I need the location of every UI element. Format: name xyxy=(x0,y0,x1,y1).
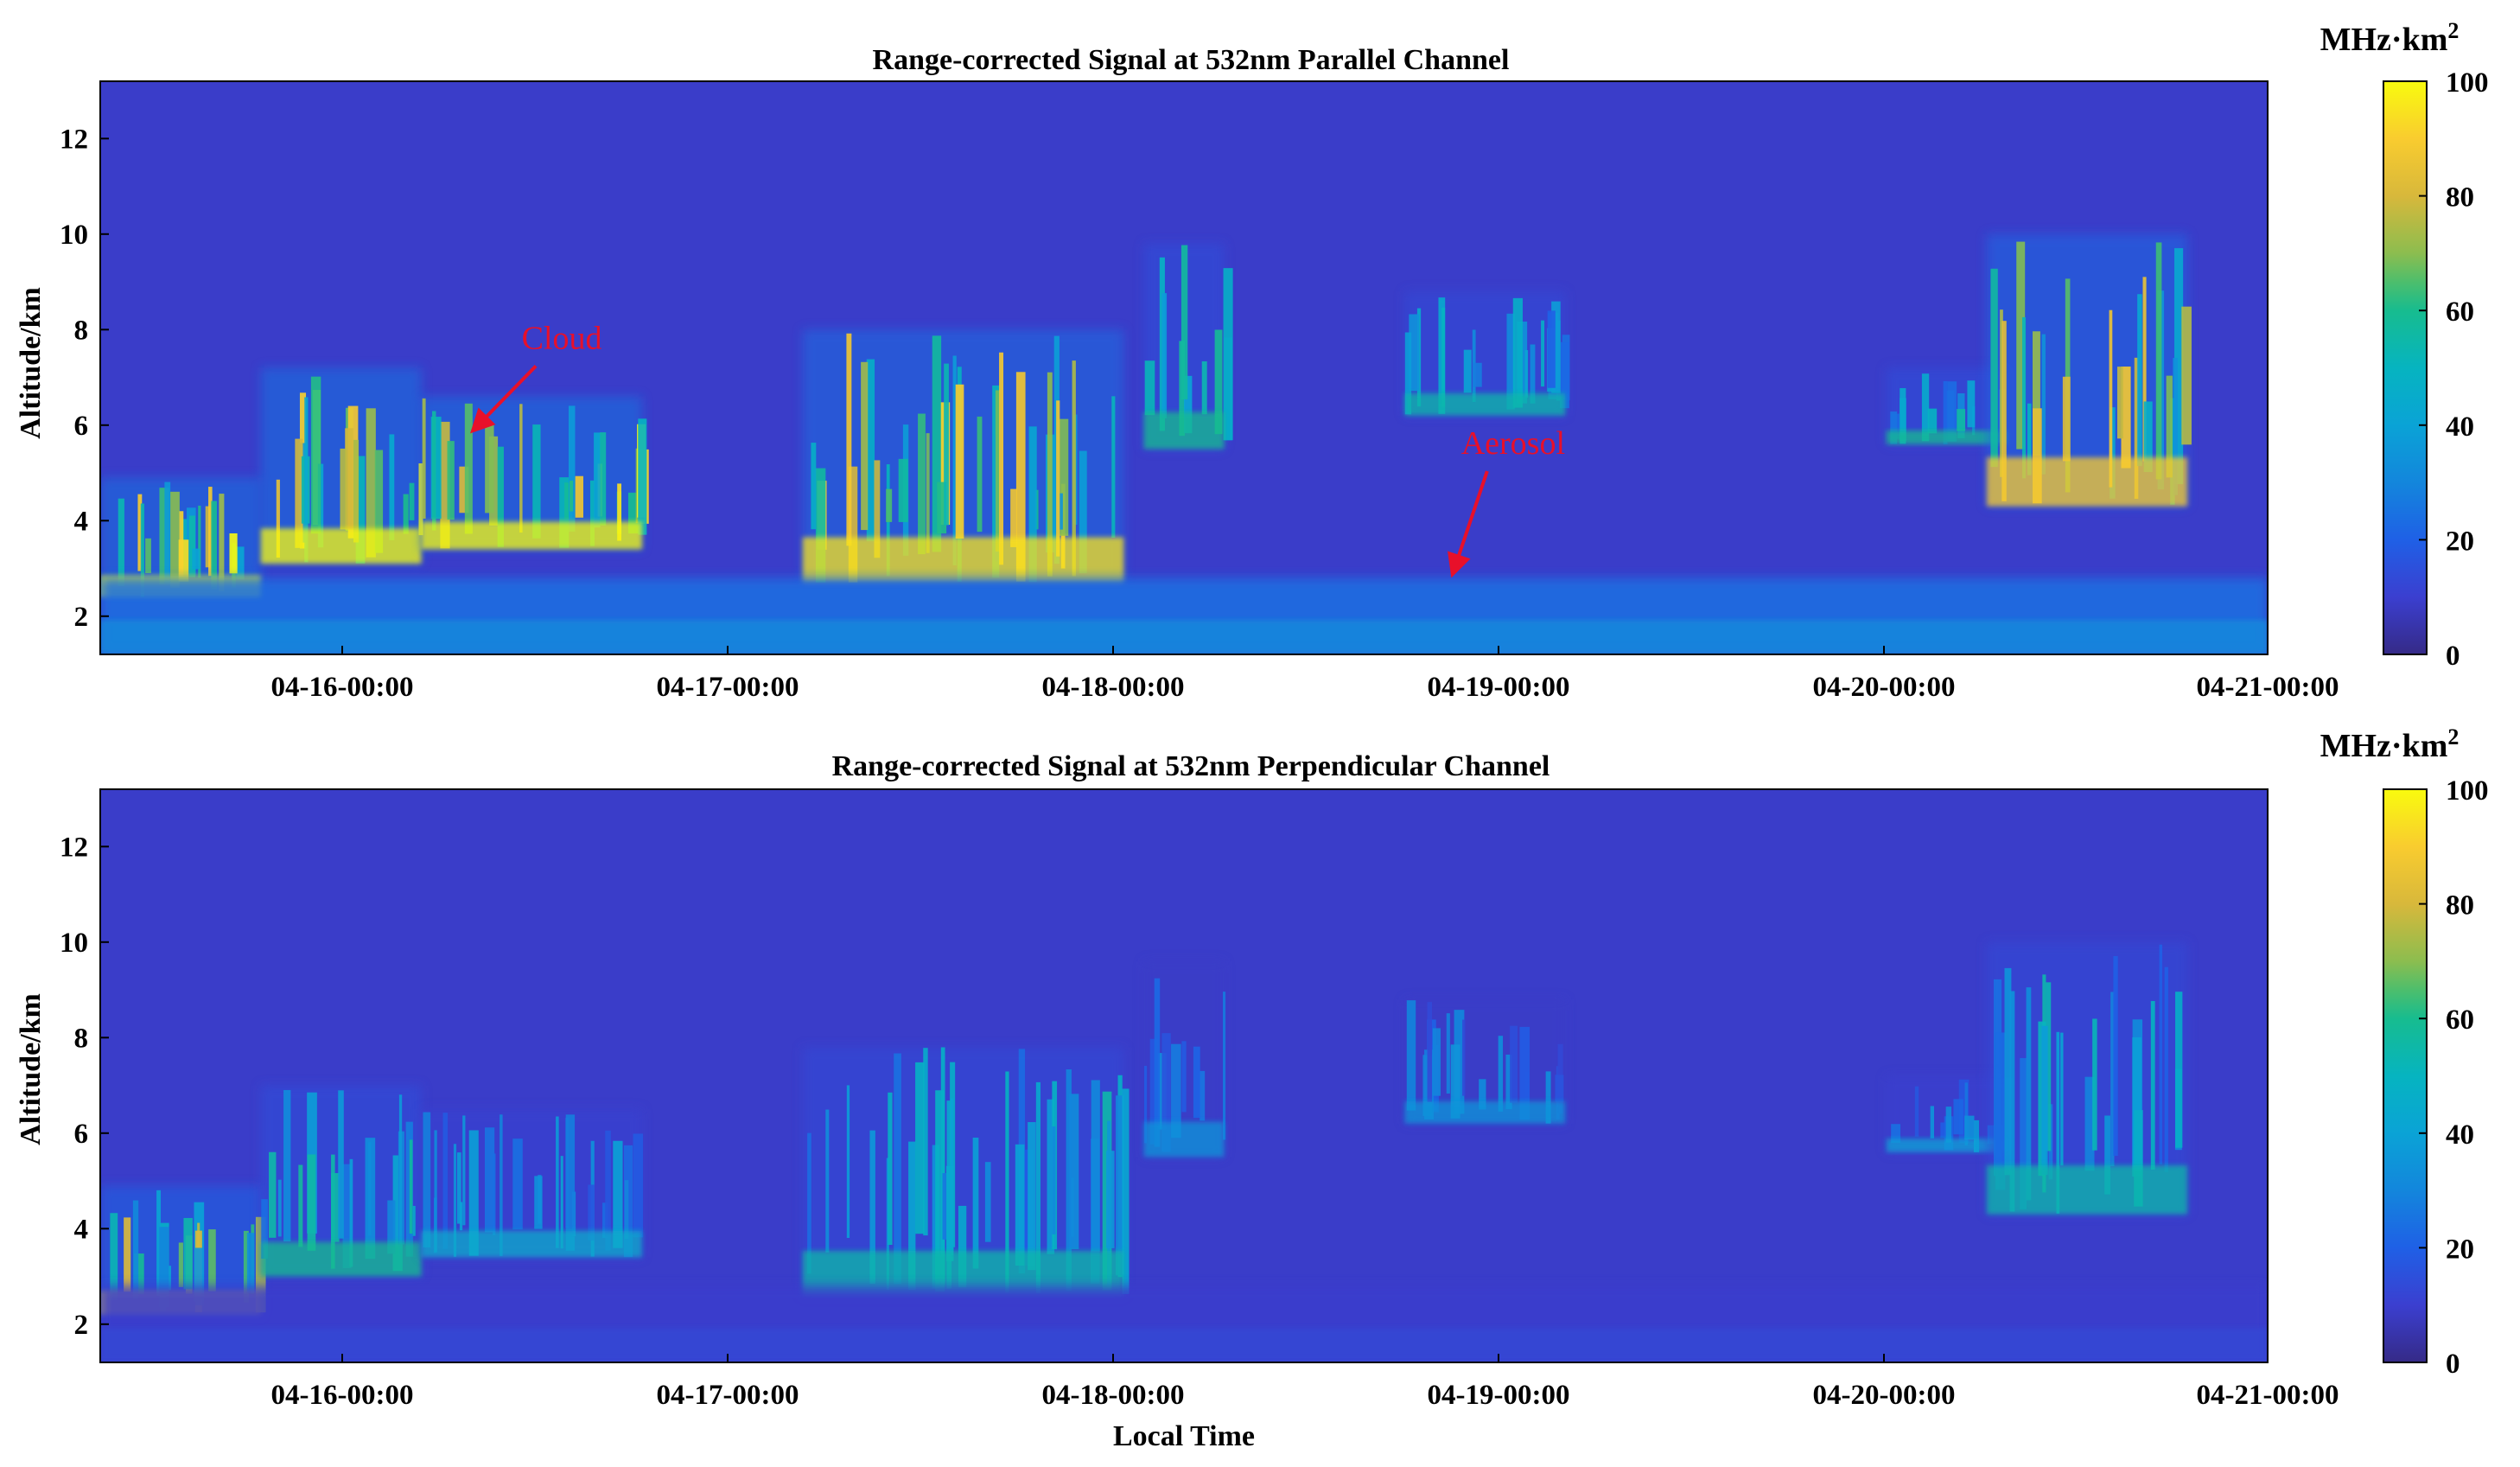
cloud-layer xyxy=(260,367,423,564)
y-axis: 2 4 6 8 10 12 xyxy=(60,832,109,1341)
colorbar-tick-label: 20 xyxy=(2446,1234,2474,1265)
panel-title: Range-corrected Signal at 532nm Parallel… xyxy=(873,44,1510,76)
cloud-layer xyxy=(421,396,649,550)
aerosol-layer xyxy=(100,1285,2268,1362)
x-tick-label: 04-16-00:00 xyxy=(271,672,414,703)
cloud-layer xyxy=(1986,941,2188,1215)
colorbar-unit: MHz·km2 xyxy=(2320,18,2460,58)
y-tick-label: 2 xyxy=(74,1310,89,1341)
x-axis: 04-16-00:00 04-17-00:00 04-18-00:00 04-19-0… xyxy=(271,646,2339,703)
colorbar-unit: MHz·km2 xyxy=(2320,724,2460,764)
cloud-layer xyxy=(1404,999,1566,1124)
y-tick-label: 12 xyxy=(60,832,88,863)
colorbar-ticks: 0 20 40 60 80 100 xyxy=(2419,775,2489,1380)
annotation-label: Cloud xyxy=(522,320,602,356)
y-tick-label: 6 xyxy=(74,411,89,442)
colorbar-tick-label: 20 xyxy=(2446,526,2474,557)
x-axis-label: Local Time xyxy=(1113,1420,1255,1452)
heatmap-plot xyxy=(99,788,2269,1363)
annotation-label: Aerosol xyxy=(1461,425,1565,462)
cloud-layer xyxy=(1143,960,1226,1158)
cloud-layer xyxy=(1143,243,1233,450)
y-tick-label: 4 xyxy=(74,1214,89,1245)
annotations: Cloud Aerosol xyxy=(470,320,1565,578)
cloud-layer xyxy=(1986,233,2192,507)
x-tick-label: 04-16-00:00 xyxy=(271,1380,414,1411)
y-tick-label: 8 xyxy=(74,315,89,346)
colorbar-tick-label: 0 xyxy=(2446,1349,2460,1380)
x-tick-label: 04-18-00:00 xyxy=(1042,672,1185,703)
x-tick-label: 04-17-00:00 xyxy=(657,672,799,703)
plot-frame xyxy=(99,788,2269,1363)
cloud-layer xyxy=(1404,291,1570,416)
colorbar-tick-label: 40 xyxy=(2446,411,2474,443)
colorbar-gradient xyxy=(2383,788,2428,1363)
y-axis-label: Altitude/km xyxy=(15,993,47,1145)
x-tick-label: 04-21-00:00 xyxy=(2197,672,2339,703)
x-tick-label: 04-19-00:00 xyxy=(1428,1380,1570,1411)
annotation-arrow xyxy=(1448,470,1489,578)
colorbar-ticks: 0 20 40 60 80 100 xyxy=(2419,67,2489,672)
colorbar: MHz·km2 0 20 40 60 80 100 xyxy=(2320,18,2489,672)
y-tick-label: 12 xyxy=(60,124,88,155)
y-tick-label: 10 xyxy=(60,928,88,959)
heatmap-plot xyxy=(99,80,2269,655)
colorbar-tick-label: 40 xyxy=(2446,1119,2474,1151)
colorbar: MHz·km2 0 20 40 60 80 100 xyxy=(2320,724,2489,1380)
cloud-layer xyxy=(802,329,1124,584)
aerosol-layer xyxy=(100,577,2268,654)
y-tick-label: 2 xyxy=(74,602,89,633)
x-axis: 04-16-00:00 04-17-00:00 04-18-00:00 04-19-0… xyxy=(271,1354,2339,1411)
panel-title: Range-corrected Signal at 532nm Perpendi… xyxy=(832,750,1550,782)
x-tick-label: 04-20-00:00 xyxy=(1813,1380,1956,1411)
colorbar-tick-label: 80 xyxy=(2446,182,2474,214)
panel-perpendicular: Range-corrected Signal at 532nm Perpendi… xyxy=(15,724,2489,1452)
x-tick-label: 04-20-00:00 xyxy=(1813,672,1956,703)
colorbar-tick-label: 60 xyxy=(2446,297,2474,328)
y-tick-label: 10 xyxy=(60,220,88,251)
colorbar-tick-label: 100 xyxy=(2446,775,2489,807)
annotation-arrow xyxy=(470,365,538,434)
x-tick-label: 04-19-00:00 xyxy=(1428,672,1570,703)
colorbar-tick-label: 60 xyxy=(2446,1005,2474,1036)
cloud-layer xyxy=(421,1109,644,1258)
x-tick-label: 04-18-00:00 xyxy=(1042,1380,1185,1411)
y-tick-label: 4 xyxy=(74,506,89,537)
colorbar-gradient xyxy=(2383,80,2428,655)
cloud-layer xyxy=(260,1085,422,1277)
y-axis: 2 4 6 8 10 12 xyxy=(60,124,109,633)
x-tick-label: 04-21-00:00 xyxy=(2197,1380,2339,1411)
y-tick-label: 8 xyxy=(74,1023,89,1054)
y-tick-label: 6 xyxy=(74,1119,89,1150)
cloud-layer xyxy=(802,1047,1130,1296)
x-tick-label: 04-17-00:00 xyxy=(657,1380,799,1411)
plot-frame xyxy=(99,80,2269,655)
colorbar-tick-label: 80 xyxy=(2446,890,2474,922)
colorbar-tick-label: 0 xyxy=(2446,641,2460,672)
colorbar-tick-label: 100 xyxy=(2446,67,2489,99)
y-axis-label: Altitude/km xyxy=(15,287,47,439)
panel-parallel: Range-corrected Signal at 532nm Parallel… xyxy=(15,18,2489,703)
